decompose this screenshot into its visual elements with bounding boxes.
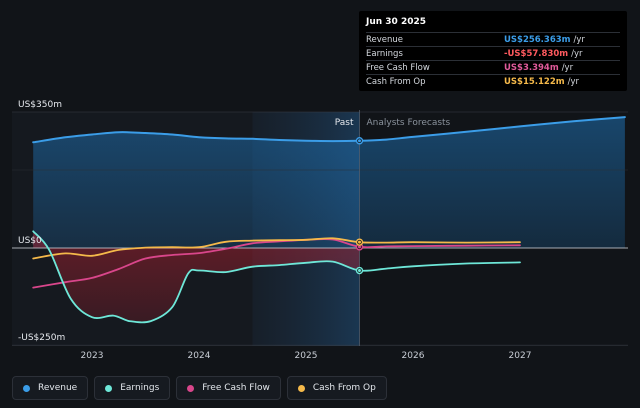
cash-from-op-marker-dot [358, 240, 361, 244]
legend-item-earnings[interactable]: Earnings [94, 376, 171, 400]
legend: Revenue Earnings Free Cash Flow Cash Fro… [12, 376, 387, 400]
legend-item-cash-from-op[interactable]: Cash From Op [286, 376, 387, 400]
forecast-label: Analysts Forecasts [367, 118, 451, 128]
past-label: Past [335, 118, 354, 128]
y-tick-label: US$0 [18, 236, 42, 246]
revenue-line [32, 116, 626, 144]
cash-from-op-line [32, 237, 521, 260]
revenue-marker-dot [358, 139, 361, 143]
tooltip-row-earnings: Earnings -US$57.830m /yr [366, 46, 620, 60]
legend-item-revenue[interactable]: Revenue [12, 376, 89, 400]
legend-dot [105, 384, 113, 392]
tooltip-unit: /yr [571, 48, 583, 59]
tooltip-value: US$256.363m [504, 34, 571, 45]
y-tick-label: US$350m [18, 100, 62, 110]
legend-dot [187, 384, 195, 392]
x-tick-label: 2025 [295, 351, 318, 361]
tooltip-row-revenue: Revenue US$256.363m /yr [366, 32, 620, 46]
tooltip-value: US$15.122m [504, 76, 565, 87]
legend-label: Free Cash Flow [202, 383, 270, 393]
legend-label: Cash From Op [312, 383, 376, 393]
earnings-marker-dot [358, 269, 361, 273]
legend-dot [23, 384, 30, 392]
tooltip-row-free-cash-flow: Free Cash Flow US$3.394m /yr [366, 60, 620, 74]
tooltip-label: Cash From Op [366, 76, 426, 87]
tooltip-label: Free Cash Flow [366, 62, 430, 73]
tooltip-label: Revenue [366, 34, 404, 45]
revenue-area [33, 117, 625, 248]
tooltip-row-cash-from-op: Cash From Op US$15.122m /yr [366, 74, 620, 88]
tooltip-value: US$3.394m [504, 62, 559, 73]
tooltip-unit: /yr [561, 62, 574, 73]
x-tick-label: 2023 [81, 351, 104, 361]
tooltip-unit: /yr [573, 34, 585, 45]
legend-item-free-cash-flow[interactable]: Free Cash Flow [176, 376, 281, 400]
x-tick-label: 2026 [402, 351, 425, 361]
legend-label: Revenue [38, 383, 78, 393]
free-cash-flow-marker-dot [358, 245, 361, 249]
earnings-line [32, 230, 521, 324]
tooltip-unit: /yr [567, 76, 579, 87]
legend-label: Earnings [120, 383, 160, 393]
earnings-area [33, 231, 360, 323]
x-tick-label: 2024 [188, 351, 211, 361]
tooltip-value: -US$57.830m [504, 48, 569, 59]
tooltip-label: Earnings [366, 48, 403, 59]
x-tick-label: 2027 [509, 351, 532, 361]
tooltip: Jun 30 2025 Revenue US$256.363m /yr Earn… [359, 11, 627, 91]
free-cash-flow-line [32, 238, 521, 289]
legend-dot [297, 384, 305, 392]
tooltip-date: Jun 30 2025 [366, 17, 427, 27]
y-tick-label: -US$250m [18, 333, 65, 343]
